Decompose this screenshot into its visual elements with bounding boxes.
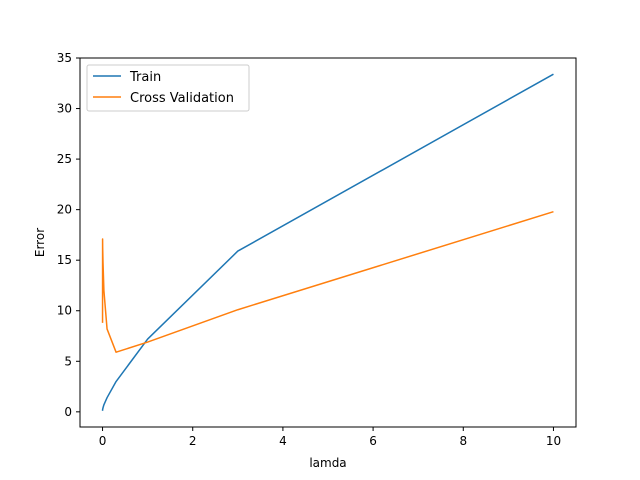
legend: Train Cross Validation (86, 64, 250, 112)
y-tick-label: 5 (64, 354, 72, 368)
x-tick-label: 4 (279, 434, 287, 448)
plot-lines (101, 73, 554, 411)
legend-label-cross-validation: Cross Validation (130, 91, 234, 106)
y-tick-label: 0 (64, 405, 72, 419)
x-tick-label: 10 (546, 434, 561, 448)
x-axis-ticks: 0 2 4 6 8 10 (99, 427, 561, 448)
y-tick-label: 15 (57, 253, 72, 267)
y-axis-label: Error (33, 228, 47, 257)
series-line-train (101, 73, 554, 411)
x-axis-label: lamda (309, 456, 346, 470)
y-tick-label: 10 (57, 304, 72, 318)
legend-box (86, 64, 250, 112)
y-tick-label: 30 (57, 102, 72, 116)
plot-frame (79, 57, 577, 428)
legend-label-train: Train (129, 70, 161, 85)
y-tick-label: 35 (57, 51, 72, 65)
y-tick-label: 20 (57, 203, 72, 217)
y-tick-label: 25 (57, 152, 72, 166)
y-axis-ticks: 0 5 10 15 20 25 30 35 (57, 51, 80, 419)
x-tick-label: 2 (189, 434, 197, 448)
series-line-cross-validation (101, 210, 554, 353)
x-tick-label: 6 (369, 434, 377, 448)
x-tick-label: 0 (99, 434, 107, 448)
x-tick-label: 8 (459, 434, 467, 448)
